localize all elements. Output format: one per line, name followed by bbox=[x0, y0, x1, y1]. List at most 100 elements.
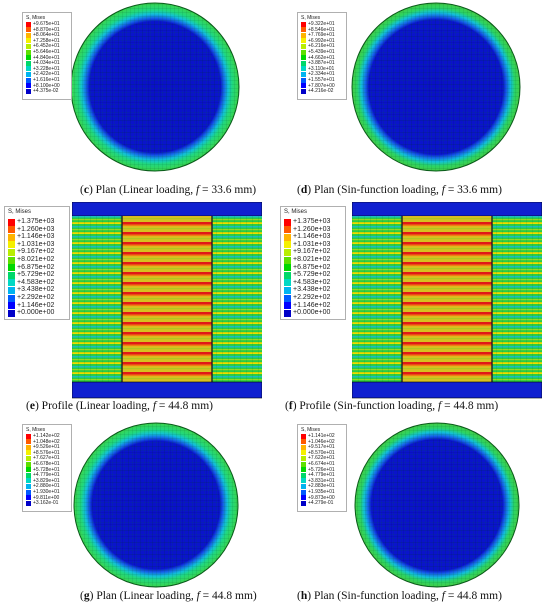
legend-swatch bbox=[8, 286, 15, 294]
legend-value: +7.807e+00 bbox=[308, 82, 335, 89]
legend-entry: +6.452e+01 bbox=[26, 43, 60, 49]
caption-e: (e) Profile (Linear loading, f = 44.8 mm… bbox=[26, 400, 213, 412]
legend-entry: +5.646e+01 bbox=[26, 49, 60, 55]
legend-entry: +2.334e+01 bbox=[301, 71, 335, 77]
legend-entry: +5.728e+01 bbox=[26, 467, 60, 473]
legend-entry: +6.992e+01 bbox=[301, 38, 335, 44]
legend-entry: +1.146e+03 bbox=[284, 233, 330, 241]
legend-value: +4.840e+01 bbox=[33, 54, 60, 61]
legend-entry: +4.279e-01 bbox=[301, 500, 333, 506]
legend-value: +1.935e+01 bbox=[308, 489, 335, 495]
legend-swatch bbox=[26, 60, 31, 66]
caption-c: (c) Plan (Linear loading, f = 33.6 mm) bbox=[80, 184, 257, 196]
legend-title: S, Mises bbox=[26, 15, 46, 21]
legend-entry: +3.228e+01 bbox=[26, 66, 60, 72]
legend-swatch bbox=[284, 294, 291, 302]
legend-swatch bbox=[301, 88, 306, 94]
legend-value: +5.729e+02 bbox=[293, 271, 331, 279]
legend-value: +8.546e+01 bbox=[308, 26, 335, 33]
legend-value: +5.646e+01 bbox=[33, 49, 60, 55]
legend-entry: +1.930e+01 bbox=[26, 489, 60, 495]
legend-entry: +8.100e+00 bbox=[26, 83, 60, 89]
legend-entry: +4.034e+01 bbox=[26, 60, 60, 66]
legend-swatch bbox=[26, 444, 31, 450]
legend-entry: +6.678e+01 bbox=[26, 461, 60, 467]
legend-swatch bbox=[301, 21, 306, 27]
legend-swatch bbox=[26, 495, 31, 501]
legend-value: +3.887e+01 bbox=[308, 60, 335, 67]
legend-entry: +2.292e+02 bbox=[284, 294, 330, 302]
legend-swatch bbox=[26, 43, 31, 49]
legend-value: +1.557e+01 bbox=[308, 77, 335, 83]
legend-value: +4.662e+01 bbox=[308, 54, 335, 61]
legend-swatch bbox=[284, 264, 291, 272]
legend-value: +4.583e+02 bbox=[293, 278, 331, 286]
legend-value: +4.034e+01 bbox=[33, 60, 60, 67]
legend-swatch bbox=[301, 500, 306, 506]
legend-entry: +1.031e+03 bbox=[8, 241, 54, 249]
legend-entry: +4.583e+02 bbox=[284, 279, 330, 287]
legend-value: +2.880e+01 bbox=[33, 483, 60, 490]
legend-value: +8.576e+01 bbox=[33, 449, 60, 456]
legend-e: S, Mises +1.375e+03 +1.260e+03 +1.146e+03 +… bbox=[4, 206, 70, 320]
legend-entry: +7.807e+00 bbox=[301, 83, 335, 89]
legend-entry: +1.375e+03 bbox=[8, 218, 54, 226]
legend-value: +4.779e+01 bbox=[33, 472, 60, 479]
legend-entry: +1.616e+01 bbox=[26, 77, 60, 83]
legend-entry: +8.021e+02 bbox=[284, 256, 330, 264]
legend-value: +6.875e+02 bbox=[17, 263, 55, 271]
legend-swatch bbox=[8, 294, 15, 302]
legend-value: +4.216e-02 bbox=[308, 88, 334, 95]
legend-value: +9.517e+01 bbox=[308, 444, 335, 451]
legend-swatch bbox=[301, 55, 306, 61]
legend-swatch bbox=[26, 83, 31, 89]
legend-entry: +1.048e+02 bbox=[26, 439, 60, 445]
legend-value: +9.675e+01 bbox=[33, 21, 60, 27]
legend-swatch bbox=[26, 450, 31, 456]
legend-entry: +8.870e+01 bbox=[26, 27, 60, 33]
legend-swatch bbox=[301, 27, 306, 33]
legend-swatch bbox=[26, 433, 31, 439]
legend-value: +5.726e+01 bbox=[308, 466, 335, 473]
legend-swatch bbox=[26, 489, 31, 495]
legend-swatch bbox=[284, 309, 291, 317]
legend-swatch bbox=[26, 66, 31, 72]
legend-entry: +4.779e+01 bbox=[301, 472, 335, 478]
legend-swatch bbox=[26, 478, 31, 484]
legend-value: +8.064e+01 bbox=[33, 32, 60, 39]
legend-swatch bbox=[301, 461, 306, 467]
legend-value: +9.322e+01 bbox=[308, 21, 335, 27]
legend-swatch bbox=[284, 286, 291, 294]
caption-d: (d) Plan (Sin-function loading, f = 33.6… bbox=[297, 184, 502, 196]
legend-value: +6.452e+01 bbox=[33, 43, 60, 50]
legend-value: +6.875e+02 bbox=[293, 263, 331, 271]
legend-value: +1.375e+03 bbox=[293, 218, 331, 225]
legend-entry: +3.162e-01 bbox=[26, 500, 58, 506]
legend-value: +7.258e+01 bbox=[33, 37, 60, 44]
legend-swatch bbox=[8, 218, 15, 226]
legend-swatch bbox=[26, 71, 31, 77]
legend-value: +7.769e+01 bbox=[308, 32, 335, 39]
legend-entry: +6.216e+01 bbox=[301, 43, 335, 49]
legend-value: +1.046e+02 bbox=[308, 438, 335, 445]
legend-entry: +2.880e+01 bbox=[26, 483, 60, 489]
legend-value: +3.438e+02 bbox=[17, 286, 55, 294]
legend-value: +9.167e+02 bbox=[293, 248, 331, 256]
legend-entry: +3.110e+01 bbox=[301, 66, 334, 72]
plan-contour-d bbox=[351, 2, 521, 172]
legend-value: +9.526e+01 bbox=[33, 444, 60, 451]
legend-swatch bbox=[284, 256, 291, 264]
legend-swatch bbox=[26, 27, 31, 33]
legend-swatch bbox=[8, 309, 15, 317]
legend-entry: +3.887e+01 bbox=[301, 60, 335, 66]
legend-swatch bbox=[26, 77, 31, 83]
legend-swatch bbox=[8, 248, 15, 256]
legend-value: +9.811e+00 bbox=[33, 494, 60, 501]
legend-value: +1.260e+03 bbox=[293, 225, 331, 233]
legend-value: +8.570e+01 bbox=[308, 449, 335, 456]
legend-entry: +1.141e+02 bbox=[301, 433, 335, 439]
legend-swatch bbox=[26, 467, 31, 473]
caption-letter: c bbox=[83, 184, 89, 196]
legend-swatch bbox=[26, 500, 31, 506]
legend-entry: +1.375e+03 bbox=[284, 218, 330, 226]
